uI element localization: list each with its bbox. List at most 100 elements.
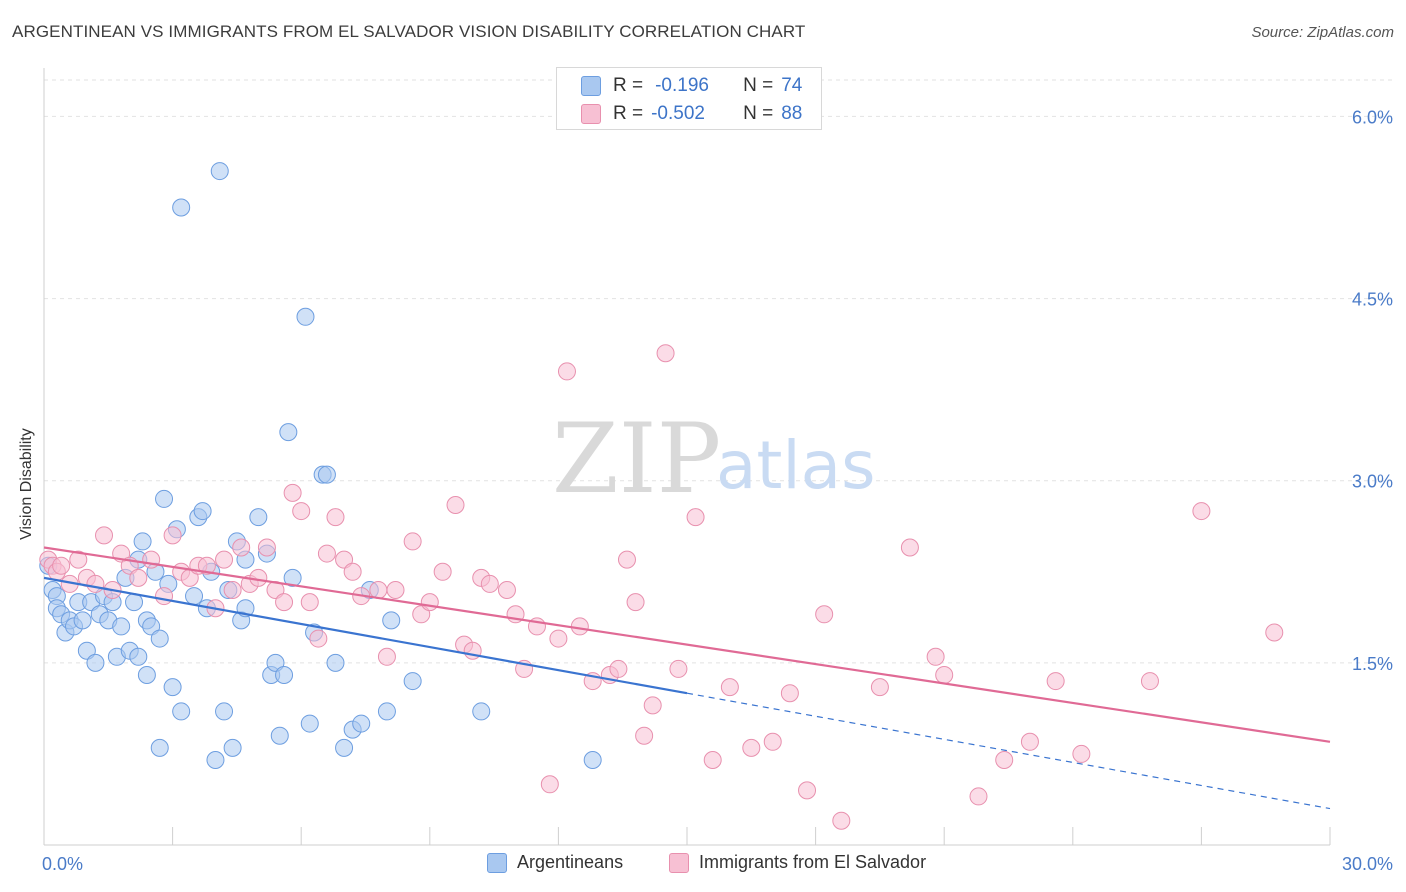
- watermark-atlas: atlas: [716, 427, 876, 504]
- data-point: [480, 574, 499, 593]
- data-point: [1020, 732, 1039, 751]
- data-point: [275, 666, 294, 684]
- data-point: [669, 659, 688, 678]
- data-point: [52, 556, 71, 575]
- trend-line-el-salvador: [43, 546, 1331, 743]
- stats-n-value: 74: [781, 75, 803, 96]
- data-point: [155, 489, 174, 508]
- data-point: [86, 653, 105, 672]
- data-point: [137, 666, 156, 684]
- data-point: [635, 726, 654, 745]
- data-point: [73, 611, 92, 630]
- data-point: [309, 629, 328, 648]
- watermark-zip: ZIP: [552, 403, 721, 515]
- data-point: [150, 738, 169, 757]
- data-point: [497, 581, 516, 599]
- data-point: [232, 538, 251, 557]
- legend-label-el-salvador: Immigrants from El Salvador: [699, 852, 927, 872]
- data-point: [433, 562, 452, 581]
- y-axis-label: Vision Disability: [18, 428, 35, 540]
- data-point: [763, 732, 782, 751]
- data-point: [249, 568, 268, 587]
- data-point: [317, 544, 336, 563]
- data-point: [557, 362, 576, 381]
- trend-line-extension: [686, 692, 1331, 810]
- data-point: [275, 593, 294, 612]
- legend-item-argentineans[interactable]: Argentineans: [487, 852, 623, 873]
- stats-swatch-el-salvador: [581, 104, 601, 124]
- data-point: [257, 538, 276, 557]
- stats-r-value: -0.502: [651, 103, 705, 124]
- data-point: [900, 538, 919, 557]
- legend-label-argentineans: Argentineans: [517, 852, 624, 872]
- data-point: [815, 605, 834, 624]
- stats-r-value: -0.196: [655, 75, 709, 96]
- series-argentineans: [39, 162, 602, 769]
- data-point: [206, 751, 225, 769]
- data-point: [129, 568, 148, 587]
- data-point: [279, 423, 298, 442]
- bottom-legend: Argentineans Immigrants from El Salvador: [0, 852, 1406, 878]
- data-point: [343, 562, 362, 581]
- stats-n-label: N =: [743, 103, 774, 124]
- y-tick-label: 1.5%: [1352, 654, 1393, 674]
- data-point: [172, 702, 191, 721]
- data-point: [472, 702, 491, 721]
- stats-legend: R = -0.196 N = 74 R = -0.502 N = 88: [556, 67, 822, 130]
- data-point: [172, 198, 191, 217]
- y-tick-label: 6.0%: [1352, 107, 1393, 127]
- data-point: [112, 617, 131, 636]
- stats-r-label: R =: [613, 103, 644, 124]
- data-point: [617, 550, 636, 569]
- data-point: [703, 751, 722, 769]
- data-point: [420, 593, 439, 612]
- data-point: [223, 581, 242, 599]
- data-point: [197, 556, 216, 575]
- data-point: [742, 738, 761, 757]
- watermark: ZIP atlas: [552, 403, 876, 515]
- data-point: [926, 647, 945, 666]
- data-point: [870, 678, 889, 697]
- data-point: [352, 714, 371, 733]
- data-point: [382, 611, 401, 630]
- data-point: [798, 781, 817, 800]
- grid-layer: [44, 79, 1395, 664]
- data-point: [656, 344, 675, 363]
- data-point: [283, 483, 302, 502]
- data-point: [540, 775, 559, 794]
- data-point: [95, 526, 114, 545]
- tick-labels-layer: 1.5% 3.0% 4.5% 6.0% 0.0% 30.0%: [42, 107, 1393, 874]
- data-point: [317, 465, 336, 484]
- data-point: [326, 653, 345, 672]
- data-point: [125, 593, 144, 612]
- data-point: [129, 647, 148, 666]
- data-point: [249, 508, 268, 527]
- data-point: [1072, 744, 1091, 763]
- legend-item-el-salvador[interactable]: Immigrants from El Salvador: [669, 852, 926, 873]
- legend-swatch-el-salvador: [669, 852, 689, 873]
- data-point: [969, 787, 988, 806]
- data-point: [583, 751, 602, 769]
- data-point: [223, 738, 242, 757]
- stats-n-label: N =: [743, 75, 774, 96]
- axes-layer: [43, 68, 1331, 846]
- data-point: [215, 550, 234, 569]
- stats-row-argentineans: R = -0.196 N = 74: [581, 73, 802, 99]
- data-point: [185, 587, 204, 606]
- data-point: [832, 811, 851, 830]
- data-point: [570, 617, 589, 636]
- data-point: [215, 702, 234, 721]
- data-point: [210, 162, 229, 181]
- data-point: [300, 593, 319, 612]
- data-point: [292, 502, 311, 521]
- data-point: [686, 508, 705, 527]
- data-point: [377, 702, 396, 721]
- chart-title: ARGENTINEAN VS IMMIGRANTS FROM EL SALVAD…: [12, 22, 806, 41]
- data-point: [626, 593, 645, 612]
- data-point: [403, 672, 422, 691]
- data-point: [720, 678, 739, 697]
- data-point: [133, 532, 152, 551]
- trend-line-argentineans: [43, 576, 688, 695]
- stats-row-el-salvador: R = -0.502 N = 88: [581, 101, 802, 127]
- series-el-salvador: [39, 344, 1284, 830]
